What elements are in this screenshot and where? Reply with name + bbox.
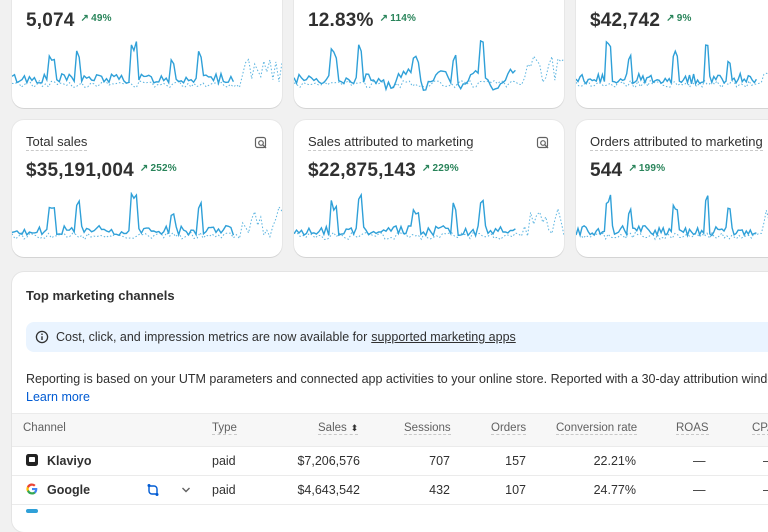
delta-badge: ↗ 229% xyxy=(421,163,459,175)
metric-label: Orders attributed to marketing xyxy=(590,134,763,151)
metric-card-sessions[interactable]: 5,074 ↗ 49% xyxy=(12,0,282,108)
learn-more-link[interactable]: Learn more xyxy=(26,390,90,404)
klaviyo-icon xyxy=(26,454,38,466)
metric-card-total-sales[interactable]: Total sales $35,191,004 ↗ 252% xyxy=(12,120,282,257)
channel-sessions: 432 xyxy=(429,483,450,497)
arrow-up-right-icon: ↗ xyxy=(666,13,675,25)
delta-badge: ↗ 114% xyxy=(379,13,417,25)
arrow-up-right-icon: ↗ xyxy=(80,13,90,25)
series-line xyxy=(12,41,235,87)
delta-badge: ↗ 49% xyxy=(80,13,112,25)
comparison-line xyxy=(294,206,564,241)
channel-cpa: — xyxy=(763,454,768,468)
metric-label: Total sales xyxy=(26,134,88,151)
metric-card-orders-attributed[interactable]: Orders attributed to marketing 544 ↗ 199% xyxy=(576,120,768,257)
panel-title: Top marketing channels xyxy=(26,288,175,303)
metric-card-sales-attributed[interactable]: Sales attributed to marketing $22,875,14… xyxy=(294,120,564,257)
metric-card-conversion[interactable]: 12.83% ↗ 114% xyxy=(294,0,564,108)
channel-name[interactable]: Klaviyo xyxy=(47,454,92,468)
top-marketing-channels-panel: Top marketing channels Cost, click, and … xyxy=(12,272,768,532)
delta-badge: ↗ 199% xyxy=(628,163,666,175)
channel-name[interactable]: Google xyxy=(47,483,91,497)
explore-icon[interactable] xyxy=(254,136,268,150)
channel-type: paid xyxy=(212,483,236,497)
column-header-channel[interactable]: Channel xyxy=(23,422,66,434)
channel-roas: — xyxy=(693,483,706,497)
comparison-line xyxy=(294,55,564,89)
sparkline-chart xyxy=(12,41,282,89)
channel-cpa: — xyxy=(763,483,768,497)
table-row[interactable]: Google paid $4,643,542 432 107 24.77% — … xyxy=(12,475,768,505)
channel-roas: — xyxy=(693,454,706,468)
comparison-line xyxy=(12,58,282,89)
sparkline-chart xyxy=(576,40,768,89)
column-header-conversion[interactable]: Conversion rate xyxy=(556,422,638,435)
column-header-type[interactable]: Type xyxy=(212,422,237,435)
arrow-up-right-icon: ↗ xyxy=(139,163,149,175)
channel-orders: 107 xyxy=(505,483,526,497)
channel-type: paid xyxy=(212,454,236,468)
series-line xyxy=(12,192,235,238)
channel-sales: $4,643,542 xyxy=(297,483,360,497)
chevron-down-icon[interactable] xyxy=(181,485,191,495)
delta-badge: ↗ 252% xyxy=(139,163,177,175)
google-icon xyxy=(26,483,38,495)
series-line xyxy=(294,192,516,238)
sparkline-chart xyxy=(576,194,768,241)
metric-value: $22,875,143 ↗ 229% xyxy=(308,160,459,181)
delta-badge: ↗ 9% xyxy=(666,13,692,25)
table-header: Channel Type Sales ⬍ Sessions Orders Conv… xyxy=(12,413,768,447)
sort-icon[interactable]: ⬍ xyxy=(350,423,359,433)
next-row-icon-partial xyxy=(26,509,38,513)
arrow-up-right-icon: ↗ xyxy=(421,163,431,175)
connected-apps-icon[interactable] xyxy=(146,483,160,497)
metric-value: 12.83% ↗ 114% xyxy=(308,10,417,31)
explore-icon[interactable] xyxy=(536,136,550,150)
metric-card-aov[interactable]: $42,742 ↗ 9% xyxy=(576,0,768,108)
sparkline-chart xyxy=(294,40,564,92)
arrow-up-right-icon: ↗ xyxy=(379,13,389,25)
column-header-roas[interactable]: ROAS xyxy=(676,422,709,435)
comparison-line xyxy=(576,72,768,89)
comparison-line xyxy=(576,210,768,241)
banner-text: Cost, click, and impression metrics are … xyxy=(56,330,516,344)
metric-value: 5,074 ↗ 49% xyxy=(26,10,112,31)
sparkline-chart xyxy=(12,192,282,241)
column-header-sales[interactable]: Sales ⬍ xyxy=(318,422,359,435)
channel-conversion: 24.77% xyxy=(593,483,636,497)
series-line xyxy=(294,40,516,92)
sparkline-chart xyxy=(294,192,564,241)
metric-value: $42,742 ↗ 9% xyxy=(590,10,692,31)
series-line xyxy=(576,40,757,86)
column-header-cpa[interactable]: CPA xyxy=(752,422,768,435)
info-icon xyxy=(35,330,49,344)
supported-apps-link[interactable]: supported marketing apps xyxy=(371,330,516,344)
channel-orders: 157 xyxy=(505,454,526,468)
table-row[interactable]: Klaviyo paid $7,206,576 707 157 22.21% —… xyxy=(12,446,768,476)
comparison-line xyxy=(12,205,282,241)
channel-sales: $7,206,576 xyxy=(297,454,360,468)
channel-conversion: 22.21% xyxy=(593,454,636,468)
column-header-orders[interactable]: Orders xyxy=(491,422,527,435)
metric-value: 544 ↗ 199% xyxy=(590,160,666,181)
column-header-sessions[interactable]: Sessions xyxy=(404,422,451,435)
series-line xyxy=(576,194,757,238)
metric-label: Sales attributed to marketing xyxy=(308,134,474,151)
arrow-up-right-icon: ↗ xyxy=(628,163,637,175)
info-banner: Cost, click, and impression metrics are … xyxy=(26,322,768,352)
channel-sessions: 707 xyxy=(429,454,450,468)
reporting-description: Reporting is based on your UTM parameter… xyxy=(26,372,768,386)
metric-value: $35,191,004 ↗ 252% xyxy=(26,160,177,181)
